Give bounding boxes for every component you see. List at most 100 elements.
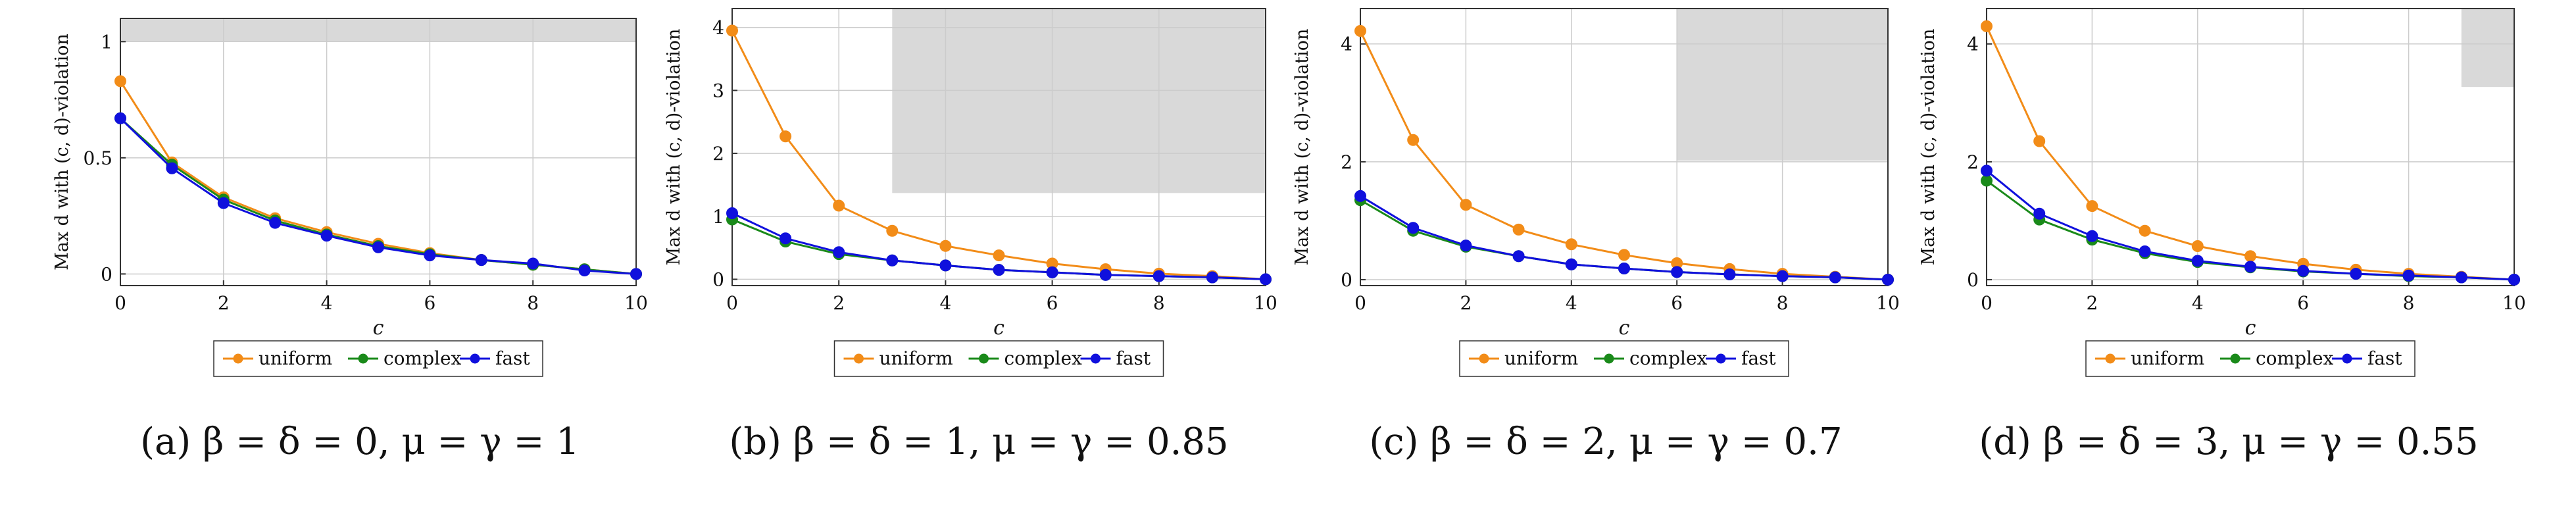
legend-label-complex: complex [2256,347,2334,369]
x-tick-label: 10 [1876,292,1900,314]
x-tick-label: 4 [2192,292,2204,314]
legend-marker-complex [358,353,368,364]
data-point-uniform [993,249,1005,262]
legend-marker-uniform [2105,353,2116,364]
data-point-uniform [1981,20,1993,32]
y-tick-label: 2 [1967,151,1979,173]
data-point-uniform [1618,249,1630,261]
data-point-fast [1152,270,1165,282]
y-axis-label: Max d with (c, d)-violation [664,29,684,266]
x-tick-label: 2 [2086,292,2098,314]
data-point-fast [886,254,899,267]
data-point-fast [726,207,738,219]
data-point-fast [578,265,591,277]
shaded-region [892,9,1266,193]
y-tick-label: 0 [1967,269,1979,291]
data-point-uniform [1460,199,1472,211]
y-axis-label: Max d with (c, d)-violation [52,34,72,270]
data-point-uniform [1407,134,1420,146]
data-point-fast [2191,255,2204,267]
shaded-region [2461,9,2514,88]
data-point-fast [2508,274,2520,286]
y-tick-label: 4 [1967,34,1979,55]
data-point-uniform [833,199,845,212]
data-point-complex [1981,174,1993,187]
x-tick-label: 6 [424,292,435,314]
legend-label-fast: fast [1116,347,1151,369]
data-point-fast [1565,258,1577,270]
y-tick-label: 0 [101,263,112,285]
data-point-fast [269,216,282,229]
y-tick-label: 2 [1341,151,1352,173]
legend-label-complex: complex [384,347,462,369]
data-point-fast [1618,263,1630,275]
data-point-uniform [2139,224,2151,237]
legend-label-uniform: uniform [1504,347,1578,369]
data-point-fast [2455,271,2467,284]
series-line-uniform [1985,26,2515,281]
y-tick-label: 0.5 [83,147,112,169]
data-point-fast [320,230,333,242]
x-tick-label: 8 [2403,292,2415,314]
x-tick-label: 0 [1981,292,1993,314]
legend-marker-fast [1716,353,1726,364]
y-tick-label: 0 [712,268,724,290]
y-tick-label: 4 [1341,34,1352,55]
data-point-fast [1829,271,1841,284]
data-point-fast [1512,250,1525,263]
data-point-fast [1981,165,1993,177]
legend-label-uniform: uniform [879,347,953,369]
x-tick-label: 10 [2502,292,2526,314]
legend-label-uniform: uniform [259,347,332,369]
x-axis-label: c [1619,317,1630,340]
legend-label-complex: complex [1629,347,1708,369]
chart-panel-3: 0 2 4 6 8 10 0 2 4 c Max d with (c, d)-violation un… [1292,8,1900,463]
data-point-uniform [114,75,126,88]
data-point-uniform [1512,223,1525,236]
y-tick-label: 0 [1341,269,1352,291]
chart-panel-2: 0 2 4 6 8 10 0 1 2 3 4 c Max d with (c, d)-violation… [664,8,1277,463]
legend-marker-complex [979,353,989,364]
data-point-fast [166,162,178,174]
data-point-uniform [939,240,952,252]
data-point-uniform [1565,238,1577,251]
data-point-uniform [726,24,738,37]
x-tick-label: 4 [939,292,951,314]
data-point-fast [1046,266,1058,278]
chart-panel-1: 0 2 4 6 8 10 0 0.5 1 c Max d with (c, d)-violation… [52,18,648,463]
data-point-uniform [2086,200,2098,213]
data-point-fast [780,232,792,245]
legend-marker-complex [1604,353,1614,364]
y-tick-label: 2 [712,143,724,165]
data-point-fast [2086,230,2098,242]
data-point-fast [2033,207,2046,220]
x-tick-label: 6 [2297,292,2309,314]
data-point-fast [2244,261,2256,273]
data-point-fast [2402,269,2415,282]
data-point-fast [217,197,230,209]
x-tick-label: 4 [321,292,333,314]
data-point-fast [1723,268,1736,280]
x-tick-label: 0 [1354,292,1366,314]
shaded-region [120,18,636,42]
data-point-fast [993,264,1005,276]
plot-frame [731,8,1266,286]
x-axis-label: c [2245,317,2256,340]
legend-marker-complex [2230,353,2241,364]
data-point-fast [1260,273,1272,286]
x-tick-label: 10 [624,292,648,314]
legend-marker-uniform [854,353,864,364]
x-tick-label: 6 [1047,292,1058,314]
x-tick-label: 2 [1460,292,1472,314]
legend-label-fast: fast [1741,347,1776,369]
legend-label-fast: fast [495,347,530,369]
data-point-fast [2350,268,2362,280]
data-point-fast [1206,271,1218,284]
figure-caption: (a) β = δ = 0, μ = γ = 1 [140,420,580,463]
x-tick-label: 0 [114,292,126,314]
legend-marker-fast [2342,353,2352,364]
data-point-fast [527,257,539,270]
plot-frame [120,18,637,286]
y-tick-label: 1 [712,206,724,228]
